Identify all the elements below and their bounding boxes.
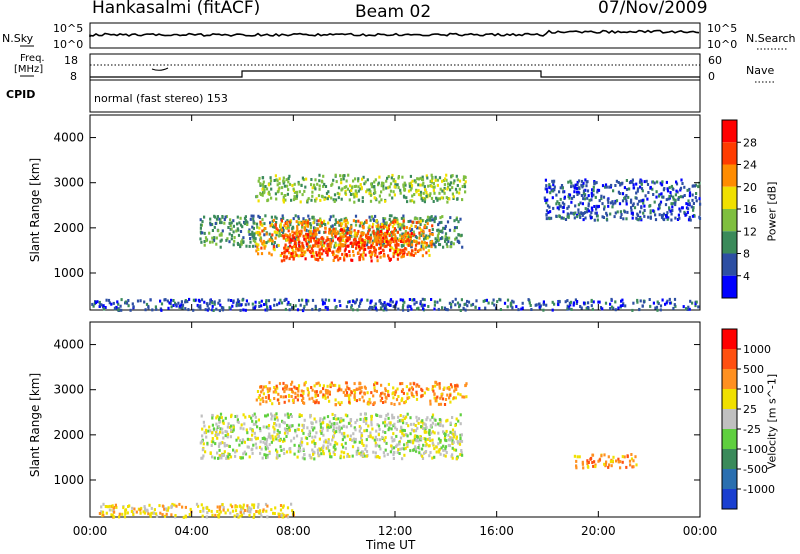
power-ytick-0: 4000 — [53, 131, 84, 145]
cpid-strip-frame — [89, 79, 701, 113]
xtick-1: 04:00 — [174, 524, 209, 538]
power-colorbar-tick-2: 20 — [743, 181, 757, 194]
power-colorbar-tick-0: 28 — [743, 136, 757, 149]
xtick-5: 20:00 — [581, 524, 616, 538]
power-ytick-2: 2000 — [53, 221, 84, 235]
xtick-2: 08:00 — [276, 524, 311, 538]
velocity-panel-frame — [89, 321, 701, 518]
velocity-colorbar-swatch-5 — [722, 429, 737, 449]
freq-label-1: Freq. — [20, 53, 45, 64]
xtick-3: 12:00 — [378, 524, 413, 538]
power-colorbar-swatch-7 — [722, 275, 737, 298]
cpid-text: normal (fast stereo) 153 — [94, 92, 228, 105]
velocity-colorbar-swatch-6 — [722, 449, 737, 469]
power-region-5 — [91, 297, 700, 313]
power-colorbar-swatch-5 — [722, 231, 737, 254]
nave-label: Nave — [746, 64, 775, 77]
nsky-label: N.Sky — [2, 32, 34, 45]
velocity-colorbar-tick-2: 100 — [743, 383, 764, 396]
station-title: Hankasalmi (fitACF) — [92, 0, 261, 18]
power-ytick-1: 3000 — [53, 176, 84, 190]
velocity-ytick-2: 2000 — [53, 428, 84, 442]
velocity-colorbar-swatch-8 — [722, 489, 737, 509]
velocity-ytick-0: 4000 — [53, 338, 84, 352]
power-region-4 — [543, 178, 702, 222]
freq-strip-frame — [89, 53, 701, 81]
nsky-tick-top: 10^5 — [53, 22, 84, 35]
power-colorbar-tick-4: 12 — [743, 225, 757, 238]
power-colorbar-tick-3: 16 — [743, 203, 757, 216]
beam-title: Beam 02 — [355, 2, 432, 22]
xtick-0: 00:00 — [73, 524, 108, 538]
nsearch-label: N.Search — [746, 32, 796, 45]
power-colorbar-swatch-4 — [722, 209, 737, 232]
velocity-colorbar-tick-4: -25 — [743, 423, 761, 436]
nsky-trace — [89, 29, 700, 37]
date-title: 07/Nov/2009 — [598, 0, 708, 18]
freq-tick-top: 18 — [64, 54, 78, 67]
velocity-region-7 — [255, 380, 468, 407]
xtick-4: 16:00 — [479, 524, 514, 538]
power-data — [91, 173, 702, 313]
velocity-colorbar-tick-6: -500 — [743, 463, 768, 476]
xtick-6: 00:00 — [683, 524, 718, 538]
velocity-colorbar-tick-3: 25 — [743, 403, 757, 416]
velocity-colorbar-tick-5: -100 — [743, 443, 768, 456]
velocity-colorbar-swatch-0 — [722, 329, 737, 349]
nsky-tick-bottom: 10^0 — [53, 38, 84, 51]
velocity-region-9 — [98, 502, 295, 519]
velocity-region-6 — [199, 412, 464, 461]
freq-trace — [90, 64, 700, 78]
power-colorbar-swatch-1 — [722, 142, 737, 165]
power-panel-frame — [89, 114, 701, 311]
power-colorbar-swatch-6 — [722, 253, 737, 276]
velocity-data — [98, 380, 638, 519]
power-region-2 — [280, 228, 417, 263]
colorbars: 28 24 20 16 12 8 4 1000 500 100 25 -25 -100 -500 -1000 — [721, 119, 775, 510]
power-region-3 — [255, 173, 467, 204]
power-colorbar-swatch-3 — [722, 186, 737, 209]
nave-tick-top: 60 — [708, 54, 722, 67]
velocity-colorbar-swatch-3 — [722, 389, 737, 409]
power-colorbar-tick-5: 8 — [743, 248, 750, 261]
freq-tick-bottom: 8 — [70, 70, 77, 83]
velocity-colorbar-swatch-7 — [722, 469, 737, 489]
velocity-colorbar-tick-0: 1000 — [743, 343, 771, 356]
nave-tick-bottom: 0 — [708, 70, 715, 83]
freq-label-2: [MHz] — [14, 64, 44, 75]
velocity-colorbar-swatch-4 — [722, 409, 737, 429]
velocity-ytick-1: 3000 — [53, 383, 84, 397]
nsearch-tick-bottom: 10^0 — [707, 38, 738, 51]
velocity-colorbar-tick-7: -1000 — [743, 483, 775, 496]
power-colorbar-swatch-2 — [722, 164, 737, 187]
power-colorbar-tick-6: 4 — [743, 270, 750, 283]
power-ytick-3: 1000 — [53, 266, 84, 280]
power-colorbar-tick-1: 24 — [743, 159, 757, 172]
power-colorbar-swatch-0 — [722, 120, 737, 143]
cpid-label: CPID — [6, 88, 36, 101]
axis-ticks: 4000 3000 2000 1000 4000 3000 2000 1000 00:00 04:… — [53, 115, 717, 538]
time-xlabel: Time UT — [366, 538, 416, 552]
velocity-ytick-3: 1000 — [53, 473, 84, 487]
velocity-colorbar-tick-1: 500 — [743, 363, 764, 376]
velocity-region-8 — [573, 453, 638, 470]
nsearch-tick-top: 10^5 — [707, 22, 738, 35]
velocity-colorbar-swatch-1 — [722, 349, 737, 369]
velocity-colorbar-swatch-2 — [722, 369, 737, 389]
